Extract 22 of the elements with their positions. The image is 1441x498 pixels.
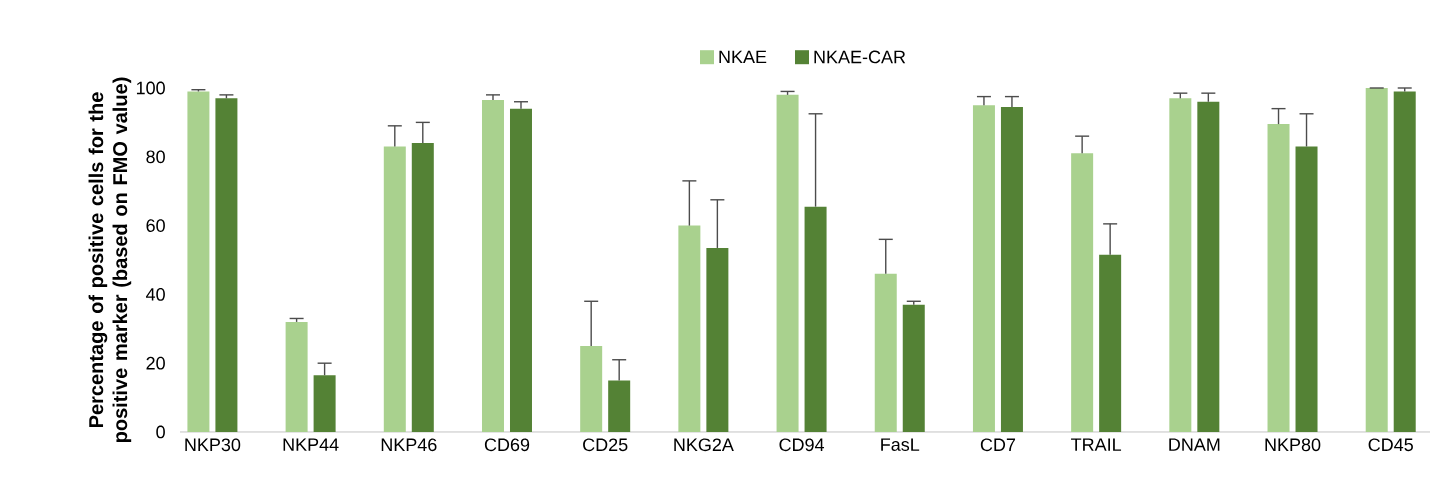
- x-tick-label: DNAM: [1169, 438, 1220, 451]
- x-tick-label: CD7: [980, 438, 1016, 452]
- x-tick-label: NKG2A: [674, 438, 734, 452]
- y-tick-label: 80: [146, 150, 165, 164]
- x-tick-label: NKP46: [381, 438, 437, 452]
- x-tick-label: NKP80: [1265, 438, 1321, 452]
- x-tick-label: CD94: [779, 438, 825, 452]
- x-tick-label: CD69: [484, 438, 530, 452]
- y-tick-label: 40: [146, 288, 165, 301]
- y-tick-label: 0: [156, 425, 165, 439]
- x-tick-label: CD25: [583, 438, 628, 452]
- legend-label: NKAE-CAR: [814, 50, 906, 64]
- y-tick-label: 20: [146, 356, 165, 370]
- x-tick-label: CD45: [1368, 438, 1413, 452]
- x-tick-label: TRAIL: [1071, 438, 1122, 451]
- x-tick-label: NKP44: [283, 438, 339, 451]
- y-axis-title: Percentage of positive cells for the positive marker (based on FMO value): [88, 77, 132, 443]
- x-tick-label: FasL: [881, 438, 920, 451]
- y-tick-label: 100: [136, 81, 165, 95]
- legend-label: NKAE: [719, 50, 767, 64]
- x-tick-label: NKP30: [185, 438, 241, 452]
- y-tick-label: 60: [146, 219, 165, 232]
